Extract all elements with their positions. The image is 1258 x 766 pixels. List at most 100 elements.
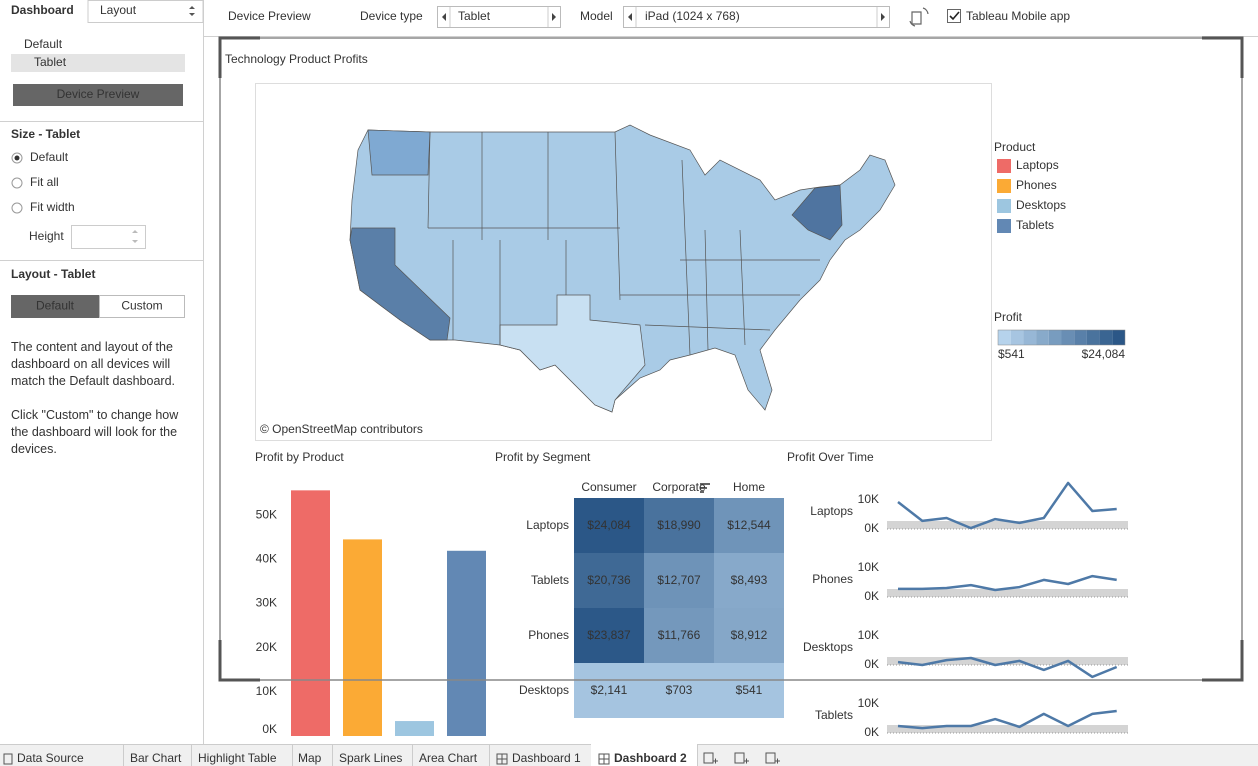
radio-label[interactable]: Fit width	[30, 200, 75, 214]
sheet-tab[interactable]: Dashboard 2	[614, 751, 687, 765]
legend-swatch	[997, 219, 1011, 233]
input-label: Height	[29, 229, 64, 243]
legend-label: Laptops	[1016, 158, 1059, 172]
check	[949, 11, 960, 21]
button[interactable]	[11, 295, 99, 318]
legend-gradient-step	[1074, 330, 1087, 345]
cell-label: $2,141	[591, 683, 628, 697]
legend-label: Desktops	[1016, 198, 1066, 212]
cell	[714, 553, 784, 608]
y-tick-label: 10K	[858, 696, 879, 710]
legend-gradient	[997, 329, 1126, 346]
radio-dot	[14, 155, 20, 161]
dashboard-title: Technology Product Profits	[225, 52, 368, 66]
new-sheet-icon[interactable]	[765, 752, 780, 764]
reference-band	[887, 589, 1128, 597]
legend-min: $541	[998, 347, 1025, 361]
input	[71, 225, 146, 249]
datasource-icon	[3, 753, 13, 765]
y-tick-label: 0K	[864, 657, 879, 671]
cell	[574, 663, 644, 718]
row-label: Tablets	[815, 708, 853, 722]
cell	[574, 498, 644, 553]
cell	[644, 608, 714, 663]
sheet-tab[interactable]: Area Chart	[419, 751, 478, 765]
radio-label[interactable]: Fit all	[30, 175, 59, 189]
y-tick-label: 30K	[256, 596, 277, 610]
sheet-tab[interactable]: Dashboard 1	[512, 751, 581, 765]
spinner	[132, 230, 138, 243]
sheet-tab[interactable]: Map	[298, 751, 322, 765]
help-text: The content and layout of the dashboard …	[11, 339, 193, 475]
section-title: Layout - Tablet	[11, 267, 95, 281]
y-tick-label: 50K	[256, 507, 277, 521]
sheet-tab[interactable]: Bar Chart	[130, 751, 182, 765]
map-frame	[255, 83, 992, 441]
sort-icon	[700, 483, 710, 493]
row-label: Desktops	[803, 640, 853, 654]
cell-label: $23,837	[587, 628, 631, 642]
y-tick-label: 0K	[864, 725, 879, 739]
legend-label: Phones	[1016, 178, 1057, 192]
chart-title: Profit by Product	[255, 450, 344, 464]
sparkline	[897, 709, 1117, 730]
legend-gradient-step	[1010, 330, 1024, 345]
dropdown[interactable]	[623, 6, 890, 28]
device-option[interactable]: Default	[24, 37, 63, 51]
checkbox[interactable]	[947, 9, 961, 23]
reference-band	[887, 725, 1128, 733]
legend-swatch	[997, 199, 1011, 213]
row-label: Phones	[812, 572, 853, 586]
tab[interactable]: Layout	[100, 3, 137, 17]
cell-label: $541	[736, 683, 763, 697]
button[interactable]	[99, 295, 185, 318]
dropdown-arrow	[189, 6, 195, 16]
y-tick-label: 10K	[256, 684, 277, 698]
new-sheet-icon[interactable]	[703, 752, 718, 764]
toolbar-label: Device Preview	[228, 9, 311, 23]
row-header: Laptops	[526, 518, 569, 532]
device-option[interactable]: Tablet	[34, 55, 67, 69]
new-sheet-icon[interactable]	[734, 752, 749, 764]
help-paragraph: The content and layout of the dashboard …	[11, 340, 175, 388]
y-tick-label: 10K	[858, 628, 879, 642]
cell-label: $12,707	[657, 573, 701, 587]
map-border	[427, 131, 820, 356]
radio[interactable]	[11, 177, 23, 189]
sheet-tab[interactable]: Highlight Table	[198, 751, 277, 765]
button-label: Device Preview	[57, 87, 140, 101]
frame-corners	[218, 36, 1244, 682]
radio-label[interactable]: Default	[30, 150, 69, 164]
legend-gradient-step	[1061, 330, 1075, 345]
rotate-icon[interactable]	[909, 7, 929, 27]
checkbox-label: Tableau Mobile app	[966, 9, 1070, 23]
column-header: Corporate	[652, 480, 706, 494]
cell	[644, 553, 714, 608]
y-tick-label: 10K	[858, 492, 879, 506]
sheet-tab[interactable]: Spark Lines	[339, 751, 402, 765]
radio[interactable]	[11, 202, 23, 214]
cell-label: $8,912	[731, 628, 768, 642]
legend-max: $24,084	[1082, 347, 1126, 361]
cell	[644, 663, 714, 718]
cell-label: $18,990	[657, 518, 701, 532]
tab-box[interactable]	[87, 0, 204, 23]
button[interactable]	[13, 84, 183, 106]
sheet-tab[interactable]: Data Source	[17, 751, 84, 765]
cell	[714, 498, 784, 553]
help-paragraph: Click "Custom" to change how the dashboa…	[11, 408, 179, 456]
reference-band	[887, 657, 1128, 665]
row-label: Laptops	[810, 504, 853, 518]
legend-gradient-step	[1086, 330, 1100, 345]
legend-gradient-step	[1048, 330, 1062, 345]
tab[interactable]: Dashboard	[11, 3, 74, 17]
map-state	[349, 227, 451, 341]
y-tick-label: 0K	[262, 722, 277, 736]
legend-title: Profit	[994, 310, 1023, 324]
cell-label: $12,544	[727, 518, 771, 532]
y-tick-label: 10K	[858, 560, 879, 574]
dropdown[interactable]	[437, 6, 561, 28]
toolbar-label: Model	[580, 9, 613, 23]
